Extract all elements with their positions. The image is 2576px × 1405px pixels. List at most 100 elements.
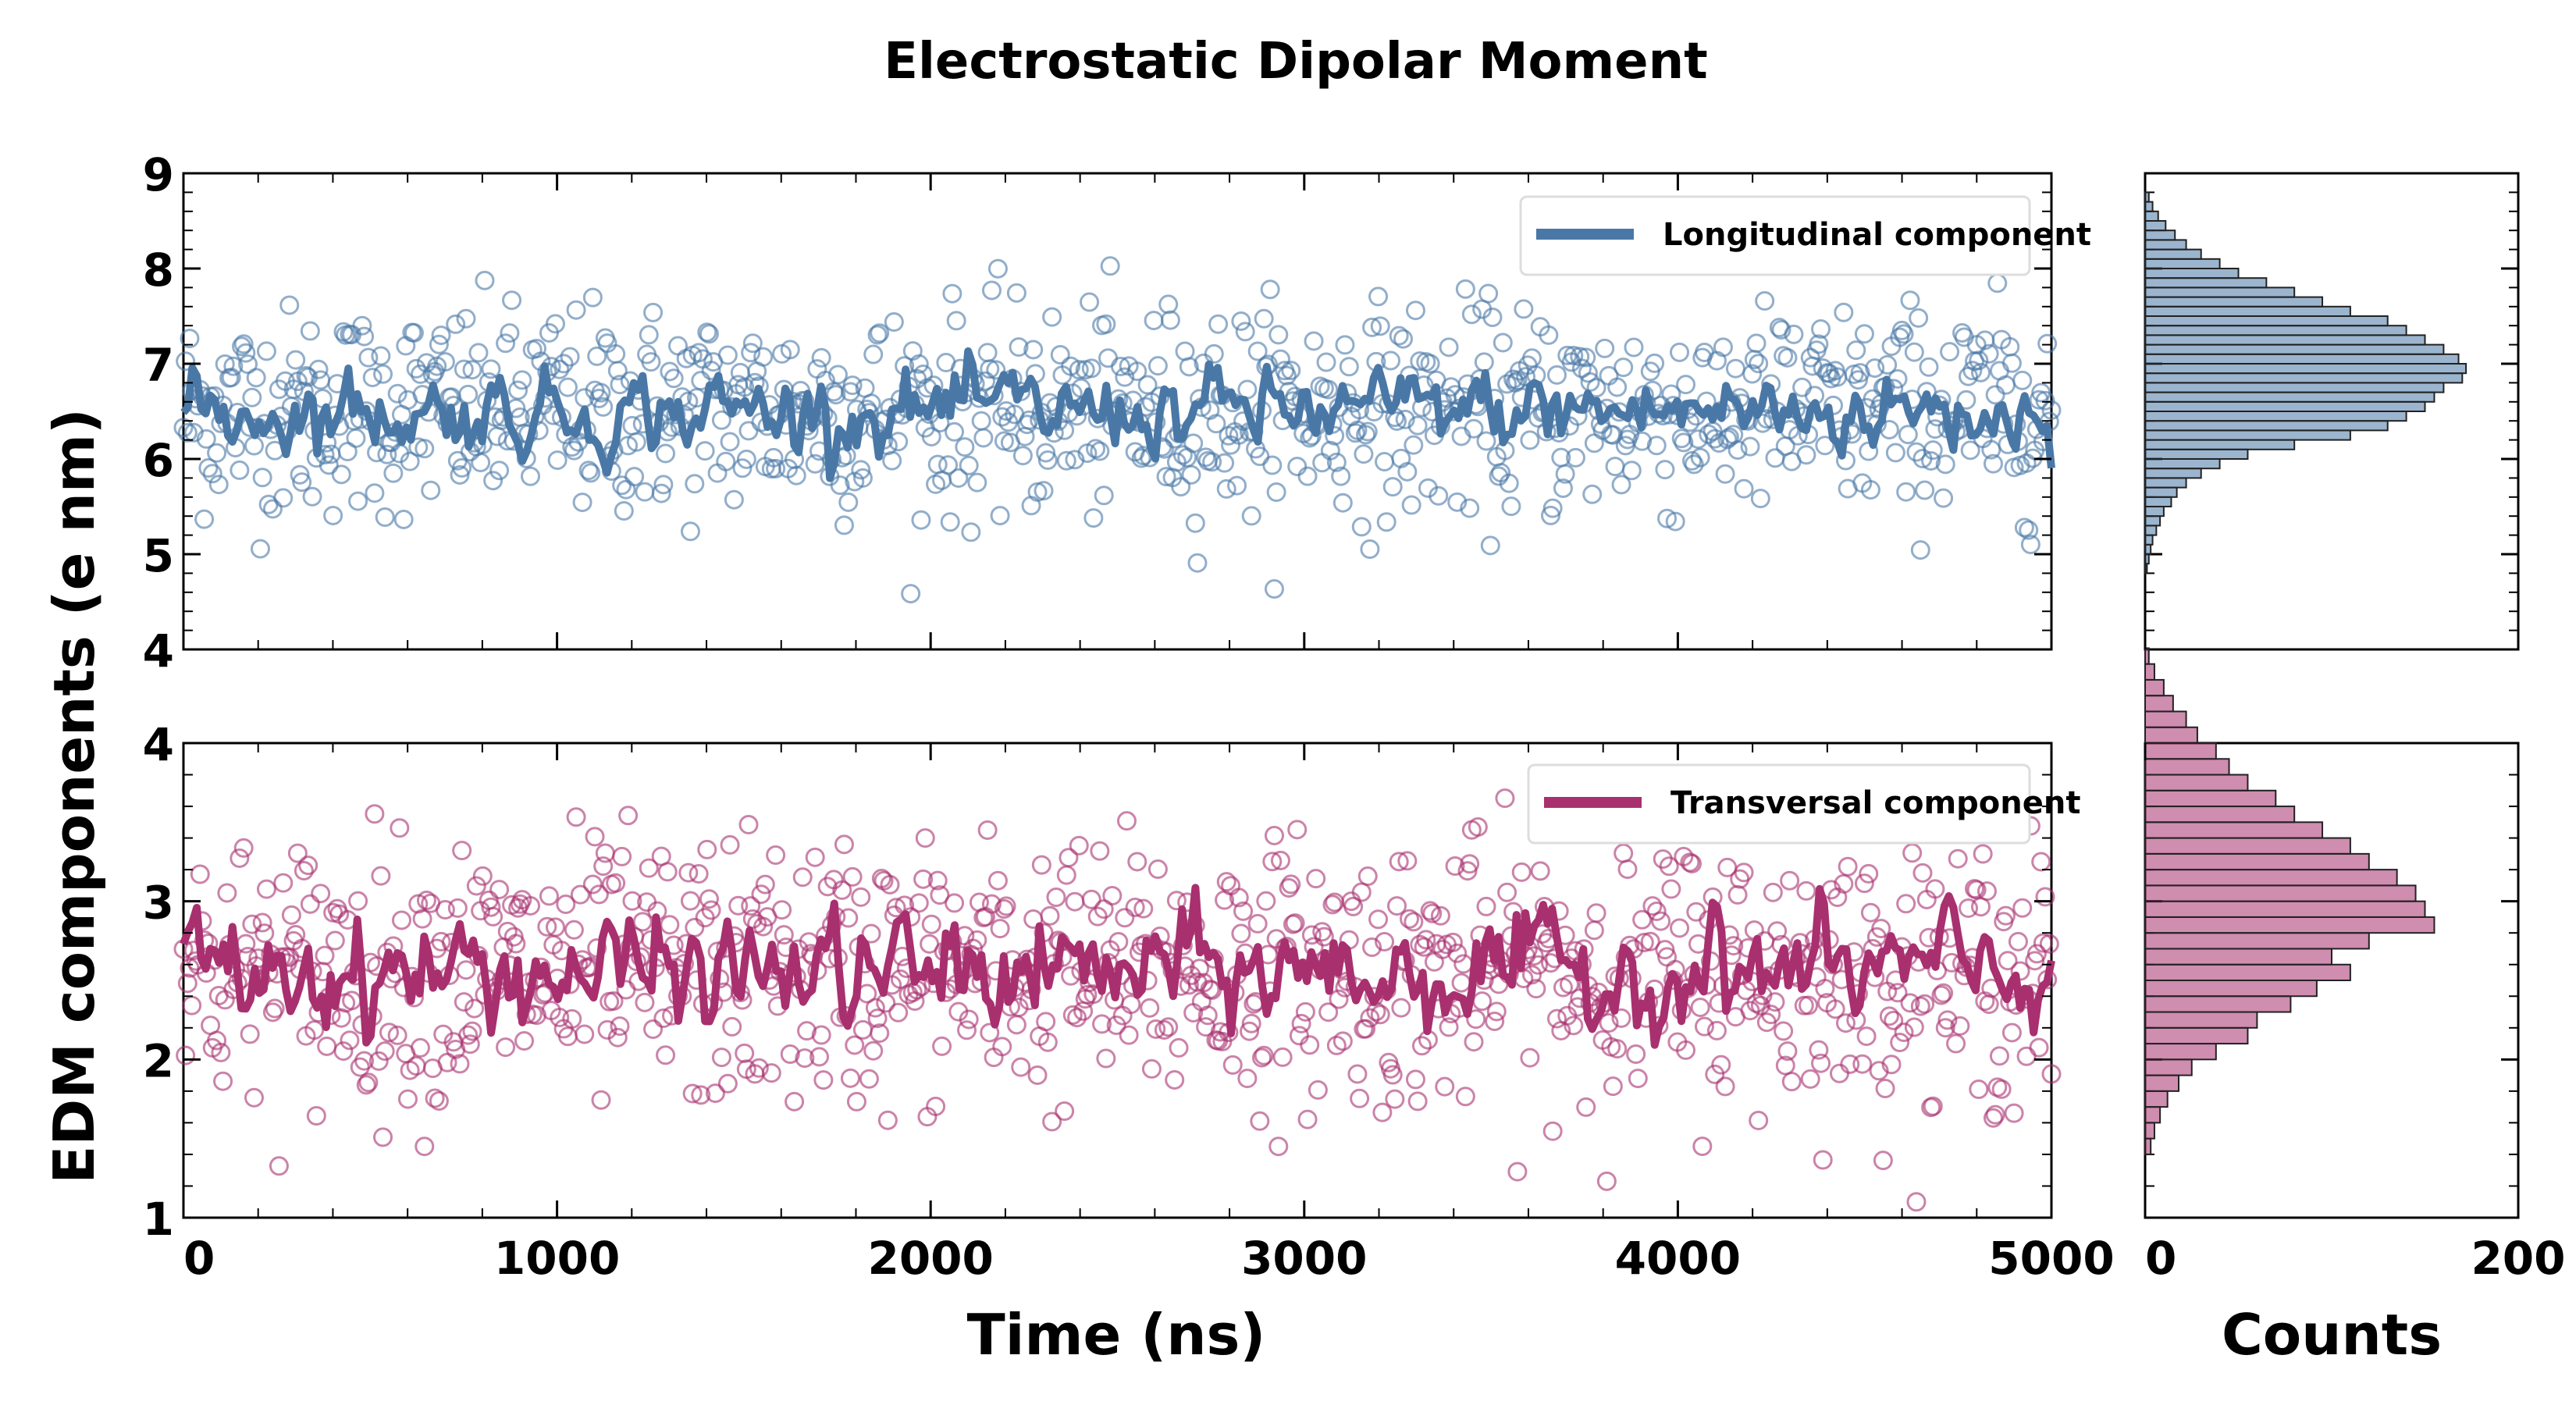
data-point xyxy=(1432,939,1453,959)
data-point xyxy=(1422,903,1443,923)
data-point xyxy=(198,458,219,478)
hist-bar xyxy=(2144,563,2148,574)
data-point xyxy=(977,343,998,363)
data-point xyxy=(1767,921,1788,941)
data-point xyxy=(502,290,522,311)
data-point xyxy=(1154,1020,1174,1040)
data-point xyxy=(1237,1069,1258,1089)
data-point xyxy=(1511,862,1532,882)
data-point xyxy=(1233,901,1254,921)
data-point xyxy=(987,870,1008,891)
data-point xyxy=(1351,517,1372,537)
hist-bar xyxy=(2144,239,2187,251)
data-point xyxy=(1404,912,1424,932)
data-point xyxy=(1042,1112,1062,1132)
data-point xyxy=(1715,1076,1735,1097)
data-point xyxy=(1308,1080,1328,1100)
hist-bar xyxy=(2144,534,2154,546)
data-point xyxy=(1902,843,1923,863)
data-point xyxy=(1399,909,1419,929)
data-point xyxy=(464,998,485,1019)
data-point xyxy=(572,493,592,513)
data-point xyxy=(1229,425,1249,445)
data-point xyxy=(425,1088,445,1108)
data-point xyxy=(1987,273,2008,293)
y-tick-label: 6 xyxy=(143,434,174,487)
data-point xyxy=(720,432,740,452)
data-point xyxy=(1991,1079,2012,1099)
data-point xyxy=(365,483,385,503)
data-point xyxy=(1661,384,1681,404)
data-point xyxy=(1443,932,1463,952)
data-point xyxy=(1264,579,1284,599)
data-point xyxy=(217,883,237,903)
data-point xyxy=(945,422,965,442)
data-point xyxy=(406,358,426,379)
data-point xyxy=(564,919,584,940)
data-point xyxy=(1372,1102,1393,1122)
hist-bar xyxy=(2144,980,2318,998)
data-point xyxy=(1584,433,1604,454)
data-point xyxy=(1137,375,1158,395)
data-point xyxy=(1596,1171,1617,1191)
data-point xyxy=(2039,934,2059,954)
data-point xyxy=(1617,859,1638,880)
data-point xyxy=(1306,869,1326,889)
data-point xyxy=(1676,1040,1696,1060)
data-point xyxy=(846,1091,866,1112)
data-point xyxy=(938,455,959,475)
data-point xyxy=(1401,495,1421,515)
data-point xyxy=(1526,979,1546,999)
data-point xyxy=(1659,856,1679,877)
data-point xyxy=(1478,283,1499,304)
y-tick-label: 4 xyxy=(143,624,174,678)
data-point xyxy=(356,1075,376,1095)
data-point xyxy=(1909,308,1929,328)
data-point xyxy=(1763,882,1783,902)
data-point xyxy=(570,884,590,905)
data-point xyxy=(728,895,749,916)
data-point xyxy=(1395,409,1415,429)
data-point xyxy=(1520,1048,1540,1068)
data-point xyxy=(506,934,526,954)
data-point xyxy=(593,397,614,417)
data-point xyxy=(1381,350,1401,371)
hist-bar xyxy=(2144,663,2155,681)
data-point xyxy=(1416,930,1436,950)
data-point xyxy=(1854,873,1874,894)
data-point xyxy=(1877,354,1898,375)
hist-x-tick-label: 200 xyxy=(2471,1232,2565,1285)
hist-bar xyxy=(2144,553,2150,565)
data-point xyxy=(387,383,407,404)
data-point xyxy=(2035,887,2055,907)
data-point xyxy=(1424,951,1444,972)
data-point xyxy=(2004,1103,2024,1123)
hist-bar xyxy=(2144,995,2292,1013)
data-point xyxy=(1106,1016,1126,1036)
data-point xyxy=(242,387,262,407)
data-point xyxy=(766,845,786,866)
data-point xyxy=(1894,1023,1914,1043)
data-point xyxy=(1665,511,1685,532)
data-point xyxy=(591,1090,611,1110)
data-point xyxy=(196,429,216,449)
data-point xyxy=(1081,358,1101,379)
data-point xyxy=(481,897,501,917)
data-point xyxy=(913,365,934,385)
data-point xyxy=(373,1127,393,1147)
data-point xyxy=(1216,478,1236,499)
hist-bar xyxy=(2144,1137,2152,1155)
data-point xyxy=(834,834,854,855)
data-point xyxy=(1387,896,1407,916)
data-point xyxy=(547,450,568,471)
data-point xyxy=(1227,475,1247,496)
data-point xyxy=(553,354,574,374)
data-point xyxy=(851,460,871,480)
x-tick-label: 1000 xyxy=(494,1232,620,1285)
data-point xyxy=(845,1035,865,1055)
data-point xyxy=(1300,1035,1320,1055)
hist-bar xyxy=(2144,220,2167,232)
data-point xyxy=(1356,425,1376,445)
data-point xyxy=(607,361,628,381)
data-point xyxy=(1256,891,1276,911)
